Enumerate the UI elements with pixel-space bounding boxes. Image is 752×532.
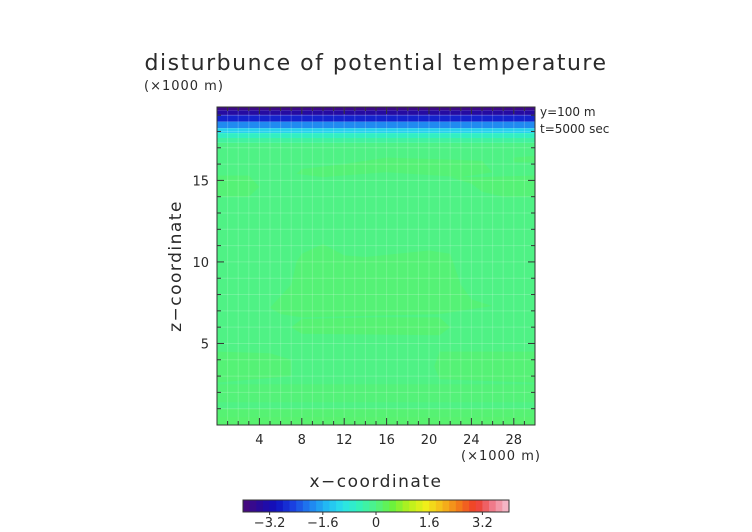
heatmap-region-2 bbox=[296, 157, 493, 178]
colorbar-tick-label: −1.6 bbox=[307, 516, 339, 531]
colorbar-segment bbox=[462, 500, 470, 512]
x-tick-label: 20 bbox=[421, 433, 438, 448]
colorbar-segment bbox=[262, 500, 270, 512]
y-axis-title: z−coordinate bbox=[166, 200, 186, 332]
axis-ticks: 4 8 12 16 20 24 28 5 10 15 bbox=[192, 107, 535, 448]
colorbar-segment bbox=[382, 500, 390, 512]
colorbar-tick-label: −3.2 bbox=[254, 516, 286, 531]
x-axis-title: x−coordinate bbox=[310, 472, 443, 492]
colorbar-segment bbox=[322, 500, 330, 512]
colorbar-tick-label: 1.6 bbox=[419, 516, 440, 531]
colorbar-segment bbox=[296, 500, 304, 512]
colorbar-segment bbox=[349, 500, 357, 512]
heatmap-region-6 bbox=[270, 244, 493, 318]
colorbar-segment bbox=[243, 500, 251, 512]
colorbar-segment bbox=[289, 500, 297, 512]
colorbar-segment bbox=[455, 500, 463, 512]
colorbar-segment bbox=[389, 500, 397, 512]
heatmap-region-3 bbox=[217, 175, 260, 197]
info-line-time: t=5000 sec bbox=[540, 122, 609, 136]
colorbar-segment bbox=[256, 500, 264, 512]
colorbar-segment bbox=[356, 500, 364, 512]
colorbar-tick-label: 0 bbox=[372, 516, 380, 531]
colorbar-segment bbox=[422, 500, 430, 512]
chart-title: disturbunce of potential temperature bbox=[145, 51, 608, 76]
colorbar-segment bbox=[469, 500, 477, 512]
colorbar: −3.2 −1.6 0 1.6 3.2 bbox=[242, 499, 510, 531]
y-tick-label: 10 bbox=[192, 256, 209, 271]
heatmap-region-7 bbox=[291, 317, 451, 336]
heatmap-band-1 bbox=[217, 110, 535, 116]
colorbar-segment bbox=[369, 500, 377, 512]
colorbar-segment bbox=[435, 500, 443, 512]
colorbar-segment bbox=[475, 500, 483, 512]
colorbar-segment bbox=[362, 500, 370, 512]
x-tick-label: 24 bbox=[463, 433, 480, 448]
colorbar-segment bbox=[276, 500, 284, 512]
y-unit-label: (×1000 m) bbox=[144, 79, 224, 94]
colorbar-segment bbox=[342, 500, 350, 512]
colorbar-segment bbox=[309, 500, 317, 512]
colorbar-segment bbox=[282, 500, 290, 512]
colorbar-segment bbox=[302, 500, 310, 512]
heatmap-region-5 bbox=[513, 155, 535, 163]
colorbar-segment bbox=[495, 500, 503, 512]
heatmap-region-0 bbox=[217, 416, 535, 425]
heatmap-region-8 bbox=[217, 351, 292, 383]
colorbar-tick-label: 3.2 bbox=[472, 516, 493, 531]
colorbar-segment bbox=[502, 500, 510, 512]
heatmap-band-5 bbox=[217, 133, 535, 138]
x-tick-label: 4 bbox=[255, 433, 263, 448]
colorbar-segment bbox=[269, 500, 277, 512]
colorbar-segment bbox=[409, 500, 417, 512]
colorbar-segment bbox=[489, 500, 497, 512]
heatmap-band-6 bbox=[217, 137, 535, 143]
heatmap-region-1 bbox=[217, 408, 535, 417]
x-tick-label: 12 bbox=[336, 433, 353, 448]
colorbar-segment bbox=[329, 500, 337, 512]
colorbar-segment bbox=[395, 500, 403, 512]
heatmap-band-4 bbox=[217, 128, 535, 134]
colorbar-segment bbox=[402, 500, 410, 512]
colorbar-segment bbox=[449, 500, 457, 512]
heatmap-region-4 bbox=[450, 175, 535, 197]
heatmap-region-10 bbox=[217, 384, 535, 403]
colorbar-segment bbox=[482, 500, 490, 512]
y-tick-label: 15 bbox=[192, 174, 209, 189]
x-tick-label: 28 bbox=[506, 433, 523, 448]
colorbar-segment bbox=[429, 500, 437, 512]
heatmap-region-9 bbox=[434, 351, 535, 383]
colorbar-segment bbox=[415, 500, 423, 512]
x-unit-label: (×1000 m) bbox=[461, 449, 541, 464]
colorbar-segment bbox=[442, 500, 450, 512]
colorbar-segment bbox=[249, 500, 257, 512]
colorbar-segment bbox=[316, 500, 324, 512]
info-line-y: y=100 m bbox=[540, 105, 596, 119]
grid-lines bbox=[217, 107, 535, 425]
y-tick-label: 5 bbox=[201, 337, 209, 352]
x-tick-label: 16 bbox=[378, 433, 395, 448]
heatmap-field bbox=[217, 107, 535, 425]
heatmap-band-2 bbox=[217, 115, 535, 122]
colorbar-segment bbox=[376, 500, 384, 512]
x-tick-label: 8 bbox=[298, 433, 306, 448]
colorbar-segment bbox=[336, 500, 344, 512]
heatmap-band-3 bbox=[217, 121, 535, 129]
